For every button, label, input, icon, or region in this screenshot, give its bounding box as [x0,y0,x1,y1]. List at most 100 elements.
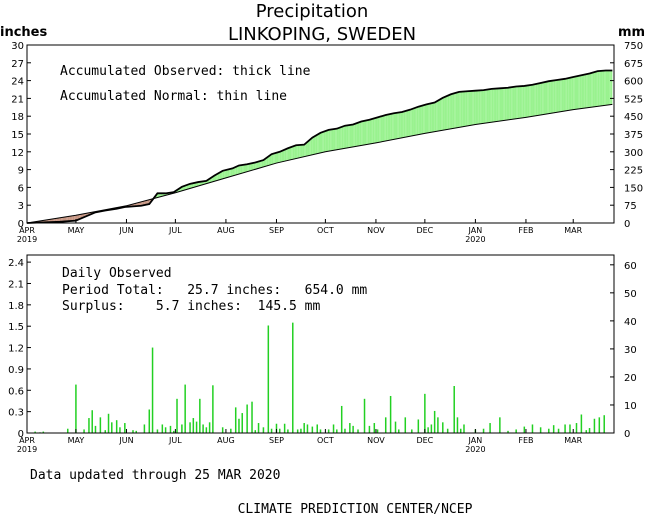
mm-axis-tick-label: 750 [624,41,643,52]
surplus-fill-segment [592,72,595,107]
daily-precip-bar [257,423,260,433]
surplus-fill-segment [225,169,228,178]
daily-precip-bar [482,428,485,433]
surplus-fill-segment [256,161,259,169]
surplus-fill-segment [253,162,256,170]
surplus-fill-segment [271,153,274,165]
surplus-fill-segment [525,85,528,118]
surplus-fill-segment [384,115,386,142]
daily-precip-bar [580,414,583,433]
surplus-fill-segment [157,193,160,198]
surplus-fill-segment [419,105,422,135]
daily-precip-bar [433,410,436,433]
surplus-fill-segment [561,79,564,112]
inches-axis-tick-label: 6 [18,183,24,194]
surplus-fill-segment [328,129,331,152]
surplus-fill-segment [431,102,434,133]
inches-axis-tick-label: 18 [11,112,24,123]
surplus-fill-segment [283,149,285,162]
surplus-fill-segment [217,172,220,181]
year-tick-label: 2020 [465,445,485,454]
daily-precip-bar [368,425,371,433]
surplus-fill-segment [245,164,248,173]
surplus-fill-segment [410,109,412,137]
surplus-fill-segment [442,97,445,131]
daily-precip-bar [94,425,97,433]
daily-precip-bar [394,421,397,433]
daily-mm-axis-tick-label: 0 [624,429,630,440]
surplus-fill-segment [367,119,370,145]
surplus-fill-segment [289,147,292,161]
deficit-fill-segment [62,217,65,222]
surplus-fill-segment [589,73,592,108]
daily-precip-bar [111,422,113,433]
surplus-fill-segment [535,83,538,116]
surplus-fill-segment [481,90,484,124]
surplus-fill-segment [459,91,461,128]
daily-precip-bar [115,420,118,433]
month-tick-label: DEC [416,226,433,235]
surplus-fill-segment [543,81,546,115]
surplus-fill-segment [581,74,584,109]
daily-mm-axis-tick-label: 60 [624,261,637,272]
surplus-fill-segment [273,153,275,165]
surplus-fill-segment [330,129,332,151]
surplus-fill-segment [266,156,269,166]
daily-precip-bar [184,384,186,433]
surplus-fill-segment [281,150,283,162]
mm-axis-tick-label: 600 [624,77,643,88]
surplus-fill-segment [327,129,329,152]
daily-precip-bar [104,430,107,433]
legend-observed: Accumulated Observed: thick line [60,64,311,79]
surplus-fill-segment [265,157,267,167]
surplus-fill-segment [297,145,300,159]
surplus-fill-segment [532,84,535,117]
surplus-fill-segment [269,154,272,165]
mm-axis-tick-label: 225 [624,166,643,177]
month-tick-label: AUG [217,226,235,235]
surplus-fill-segment [553,80,556,113]
surplus-fill-segment [594,71,597,107]
daily-precip-bar [296,429,299,433]
daily-precip-bar [456,417,459,433]
surplus-fill-segment [519,86,522,119]
month-tick-label: SEP [269,226,284,235]
surplus-fill-segment [596,71,598,107]
surplus-fill-segment [318,132,321,154]
surplus-fill-segment [379,116,381,143]
inches-axis-tick-label: 21 [11,94,24,105]
daily-precip-bar [135,430,137,433]
surplus-fill-segment [556,79,559,113]
surplus-fill-segment [552,80,554,114]
surplus-fill-segment [418,106,420,135]
daily-heading: Daily Observed [62,266,172,281]
surplus-fill-segment [284,148,287,162]
surplus-fill-segment [232,167,235,176]
daily-precip-bar [430,424,433,433]
daily-precip-bar [107,413,110,433]
month-tick-label: AUG [217,436,235,445]
surplus-fill-segment [258,161,261,169]
month-tick-label: FEB [518,226,533,235]
month-tick-label: APR [19,226,35,235]
surplus-fill-segment [341,126,344,149]
daily-precip-bar [539,427,542,433]
surplus-fill-segment [248,163,251,172]
daily-precip-bar [143,424,146,433]
surplus-fill-segment [219,171,222,180]
surplus-fill-segment [312,136,314,155]
surplus-fill-segment [300,144,303,158]
daily-precip-bar [287,429,289,433]
inches-axis-tick-label: 12 [11,148,24,159]
mm-axis-tick-label: 675 [624,59,643,70]
surplus-fill-segment [247,163,249,172]
surplus-fill-segment [317,133,319,154]
daily-mm-axis-tick-label: 20 [624,373,637,384]
bottom-plot-frame [26,254,615,434]
daily-precip-bar [515,429,517,433]
daily-precip-bar [42,431,45,433]
daily-precip-bar [349,423,351,433]
surplus-fill-segment [455,92,458,128]
daily-precip-bar [151,347,154,433]
surplus-fill-segment [343,125,345,149]
